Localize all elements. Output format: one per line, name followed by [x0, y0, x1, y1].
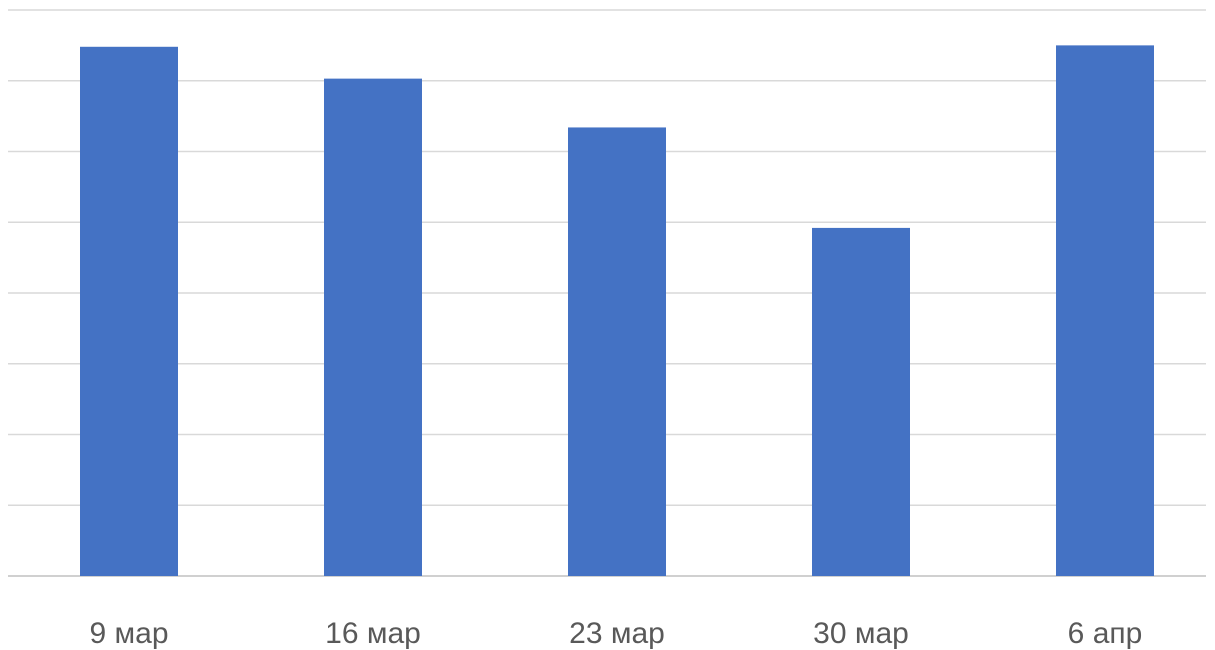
bars — [80, 45, 1154, 577]
x-tick-label: 16 мар — [325, 617, 421, 650]
bar — [812, 227, 910, 576]
bar — [1056, 45, 1154, 576]
x-tick-label: 9 мар — [89, 617, 168, 650]
x-tick-label: 30 мар — [813, 617, 909, 650]
x-tick-label: 6 апр — [1068, 617, 1143, 650]
x-tick-label: 23 мар — [569, 617, 665, 650]
x-axis-tick-labels: 9 мар 16 мар 23 мар 30 мар 6 апр — [89, 617, 1142, 650]
bar — [80, 46, 178, 577]
bar — [324, 78, 422, 576]
bar — [568, 127, 666, 576]
